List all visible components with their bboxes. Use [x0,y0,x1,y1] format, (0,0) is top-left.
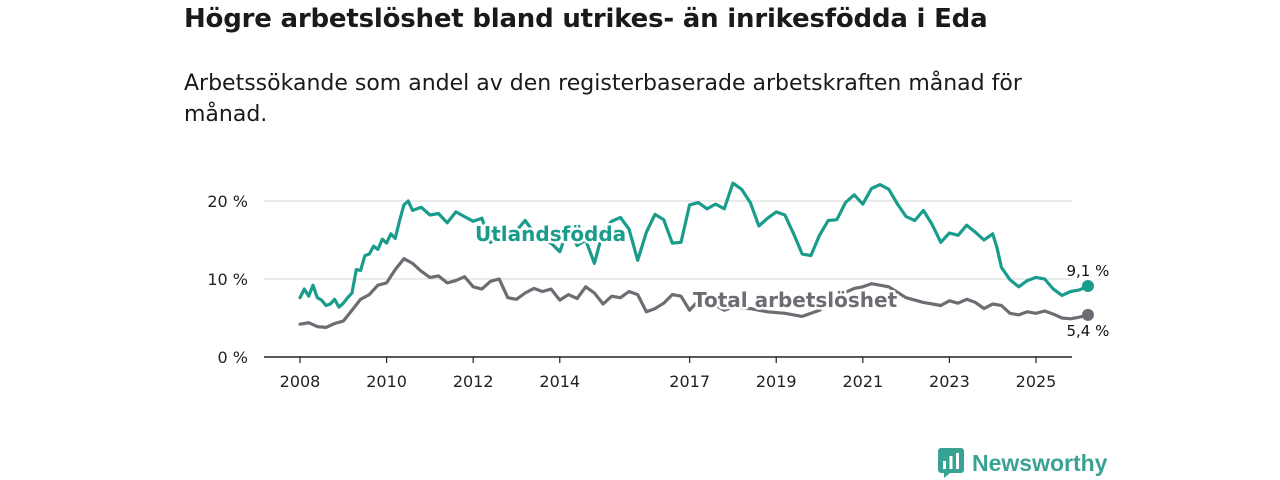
x-axis-ticks: 2008 2010 2012 2014 2017 2019 2021 2023 2025 [280,357,1057,391]
x-tick-label: 2023 [929,372,970,391]
brand-name: Newsworthy [972,449,1108,476]
y-tick-label: 20 % [207,192,248,211]
series-line-utlandsfodda [298,181,1090,309]
x-tick-label: 2008 [280,372,321,391]
end-value-total: 5,4 % [1067,322,1110,340]
series-label-total: Total arbetslöshet [693,288,898,312]
chart-title: Högre arbetslöshet bland utrikes- än inr… [184,4,988,34]
newsworthy-logo: Newsworthy [938,448,1107,478]
series-line-total [298,257,1090,329]
y-tick-label: 0 % [218,348,248,367]
series-labels: Utlandsfödda Total arbetslöshet 9,1 % 5,4 % [473,220,1110,340]
series-label-utlandsfodda: Utlandsfödda [475,222,626,246]
x-tick-label: 2019 [756,372,797,391]
x-tick-label: 2017 [669,372,710,391]
end-point-utlandsfodda [1081,280,1094,293]
x-tick-label: 2010 [366,372,407,391]
x-tick-label: 2012 [453,372,494,391]
chart-subtitle: Arbetssökande som andel av den registerb… [184,71,1022,127]
y-tick-label: 10 % [207,270,248,289]
x-tick-label: 2025 [1016,372,1057,391]
gridlines [264,200,1072,358]
chart-bubble-icon [938,448,964,478]
y-axis-ticks: 0 % 10 % 20 % [207,192,248,367]
series-lines [298,181,1094,329]
x-tick-label: 2014 [539,372,580,391]
end-point-total [1081,308,1094,321]
x-tick-label: 2021 [842,372,883,391]
end-value-utlandsfodda: 9,1 % [1067,262,1110,280]
